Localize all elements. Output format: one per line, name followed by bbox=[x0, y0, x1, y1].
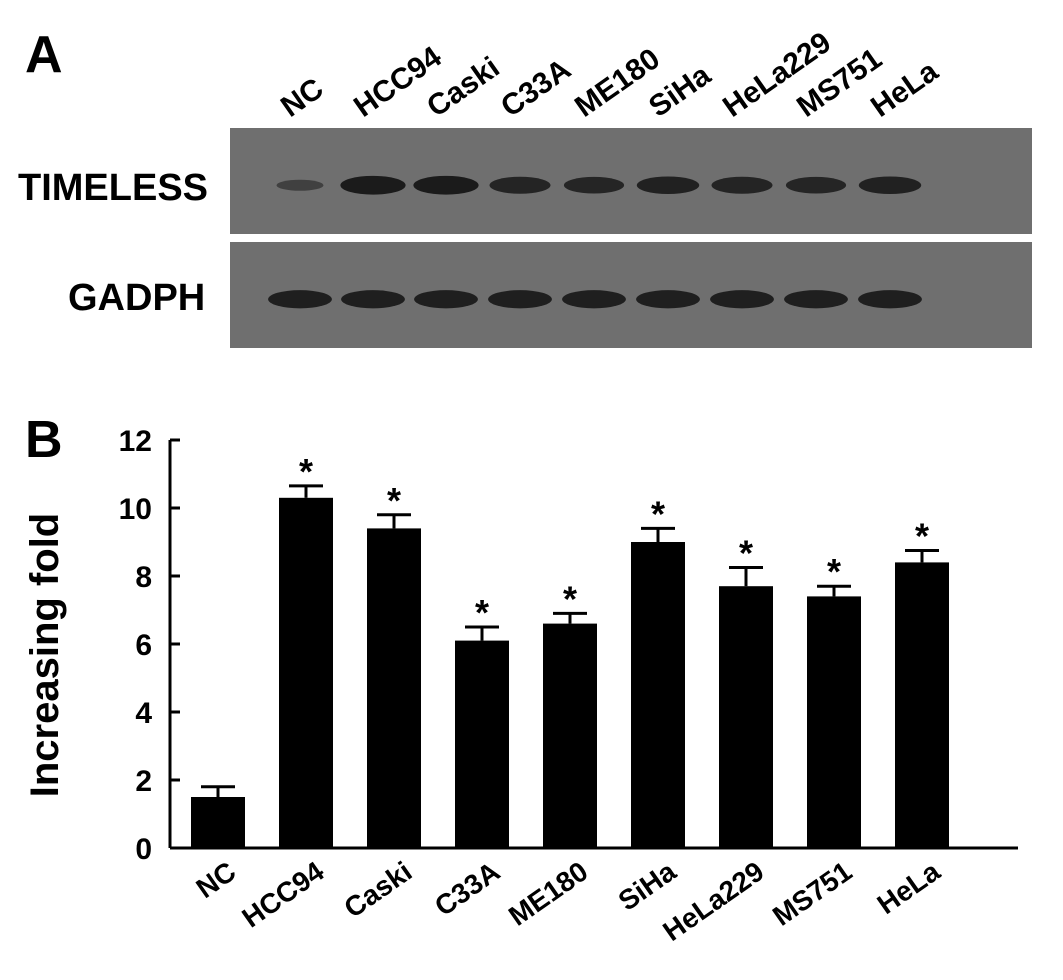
y-tick-label: 4 bbox=[135, 697, 152, 730]
blot-band bbox=[488, 290, 552, 309]
blot-band bbox=[636, 290, 700, 309]
lane-label: ME180 bbox=[569, 42, 666, 124]
blot-band bbox=[858, 176, 922, 195]
y-tick-label: 12 bbox=[119, 425, 152, 458]
bar bbox=[895, 562, 949, 848]
blot-band bbox=[636, 176, 700, 195]
y-tick-label: 0 bbox=[135, 833, 152, 866]
y-tick-label: 10 bbox=[119, 493, 152, 526]
bar-chart: 0 2 4 6 8 10 12 NC * HCC94 * Caski * C33A * ME180 * SiHa *… bbox=[119, 425, 1018, 947]
blot-band bbox=[710, 290, 774, 309]
category-label: NC bbox=[191, 856, 242, 905]
category-label: HeLa229 bbox=[657, 856, 769, 947]
blot-band bbox=[563, 176, 625, 194]
blot-band bbox=[276, 179, 324, 191]
category-label: HeLa bbox=[872, 855, 946, 920]
blot-band bbox=[858, 290, 922, 309]
category-label: ME180 bbox=[503, 856, 593, 932]
blot-band bbox=[784, 290, 848, 309]
blot-band bbox=[711, 176, 773, 194]
category-label: SiHa bbox=[613, 855, 682, 916]
significance-marker: * bbox=[739, 533, 753, 574]
y-tick-label: 8 bbox=[135, 561, 152, 594]
blot-band bbox=[341, 290, 405, 309]
bar bbox=[279, 497, 333, 848]
panel-b-label: B bbox=[25, 411, 63, 469]
blot-row: GADPH bbox=[68, 242, 1032, 348]
blot-band bbox=[489, 176, 551, 194]
bar bbox=[807, 596, 861, 848]
blot-label: GADPH bbox=[68, 277, 205, 319]
blots: TIMELESS GADPH bbox=[18, 128, 1032, 348]
bar bbox=[631, 542, 685, 848]
panel-b: B Increasing fold 0 2 4 6 8 10 12 NC * HCC94 * Cask… bbox=[23, 411, 1018, 947]
significance-marker: * bbox=[387, 480, 401, 521]
lane-label: C33A bbox=[495, 53, 577, 124]
y-tick-label: 2 bbox=[135, 765, 152, 798]
blot-band bbox=[340, 175, 406, 195]
lane-label: NC bbox=[275, 72, 329, 124]
significance-marker: * bbox=[475, 592, 489, 633]
category-label: Caski bbox=[338, 856, 417, 924]
blot-band bbox=[562, 290, 626, 309]
blot-band bbox=[785, 176, 847, 194]
blot-band bbox=[414, 290, 478, 309]
y-tick-label: 6 bbox=[135, 629, 152, 662]
significance-marker: * bbox=[299, 451, 313, 492]
y-axis-label: Increasing fold bbox=[23, 513, 67, 798]
blot-band bbox=[413, 175, 479, 195]
significance-marker: * bbox=[915, 516, 929, 557]
blot-row: TIMELESS bbox=[18, 128, 1032, 234]
bar bbox=[367, 528, 421, 848]
blot-band bbox=[268, 290, 332, 309]
category-label: C33A bbox=[429, 856, 505, 922]
bar bbox=[455, 640, 509, 848]
panel-a-label: A bbox=[25, 26, 63, 84]
bar bbox=[191, 797, 245, 848]
category-label: MS751 bbox=[767, 856, 857, 932]
category-label: HCC94 bbox=[236, 855, 329, 933]
bar bbox=[543, 623, 597, 848]
significance-marker: * bbox=[563, 578, 577, 619]
bar bbox=[719, 586, 773, 848]
blot-label: TIMELESS bbox=[18, 167, 208, 209]
significance-marker: * bbox=[827, 551, 841, 592]
significance-marker: * bbox=[651, 493, 665, 534]
